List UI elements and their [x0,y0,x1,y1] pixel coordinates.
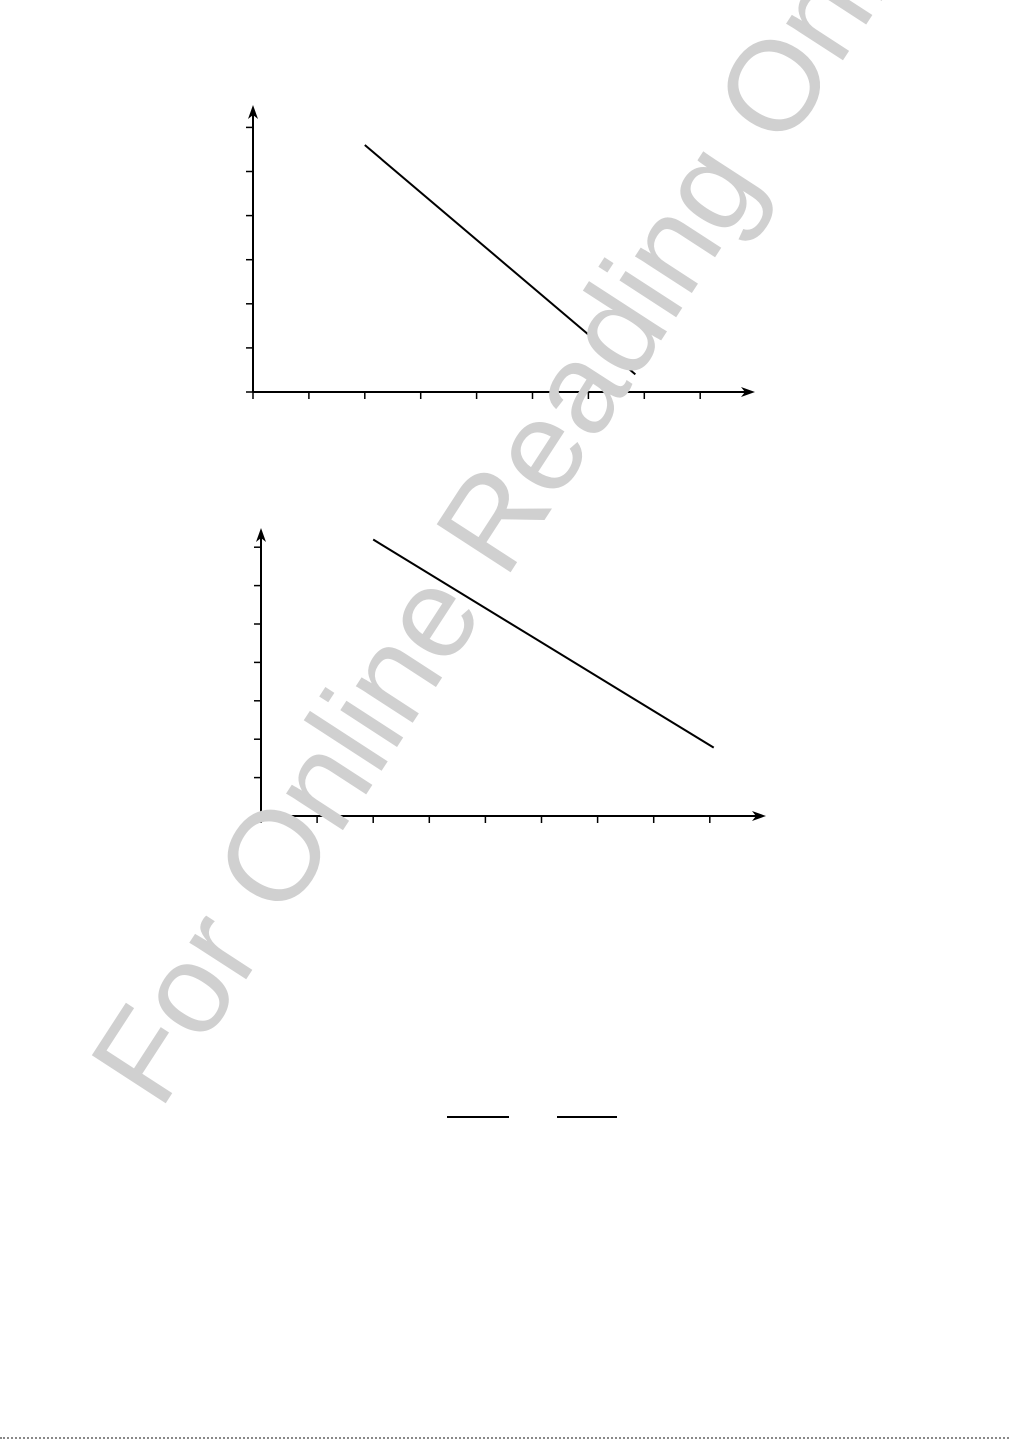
answer-blank-1 [447,1116,509,1118]
x-axis-arrow-icon [752,811,766,821]
series-line [372,538,715,749]
x-axis-arrow-icon [741,387,755,397]
y-axis-arrow-icon [256,528,266,542]
chart-1 [246,105,755,399]
answer-blank-2 [557,1116,617,1118]
series-line [364,144,637,376]
y-axis-arrow-icon [248,105,258,119]
page-bottom-rule [0,1437,1009,1439]
chart-2 [254,528,766,823]
